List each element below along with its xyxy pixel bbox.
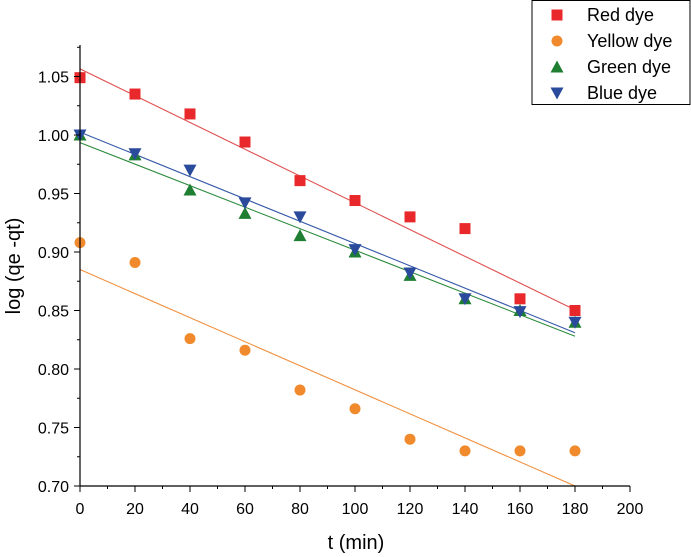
x-tick-label: 80: [291, 501, 309, 518]
y-tick-label: 0.80: [38, 362, 69, 379]
point-red-dye-2: [184, 108, 196, 120]
y-tick-label: 1.00: [38, 128, 69, 145]
fit-line-red-dye: [79, 68, 576, 311]
point-yellow-dye-8: [514, 445, 526, 457]
point-red-dye-4: [294, 175, 306, 187]
point-red-dye-6: [404, 211, 416, 223]
point-red-dye-1: [129, 88, 141, 100]
legend-marker-red-dye: [551, 9, 563, 21]
point-green-dye-3: [238, 206, 252, 219]
x-tick-label: 160: [507, 501, 534, 518]
point-blue-dye-7: [458, 293, 472, 306]
y-tick-label: 0.75: [38, 421, 69, 438]
point-yellow-dye-2: [184, 333, 196, 345]
point-green-dye-4: [293, 229, 307, 242]
point-red-dye-9: [569, 305, 581, 316]
y-tick-label: 0.95: [38, 187, 69, 204]
x-tick-label: 120: [397, 501, 424, 518]
point-blue-dye-8: [513, 306, 527, 319]
point-yellow-dye-1: [129, 257, 141, 269]
x-tick-label: 180: [562, 501, 589, 518]
legend-marker-green-dye: [550, 60, 564, 73]
y-tick-label: 0.90: [38, 245, 69, 262]
legend-label-yellow-dye: Yellow dye: [587, 31, 672, 51]
x-tick-label: 200: [617, 501, 644, 518]
point-blue-dye-5: [348, 244, 362, 257]
point-yellow-dye-4: [294, 384, 306, 396]
axes: [79, 45, 630, 487]
point-green-dye-2: [183, 183, 197, 196]
point-blue-dye-1: [128, 148, 142, 161]
point-yellow-dye-3: [239, 344, 251, 356]
point-yellow-dye-5: [349, 403, 361, 415]
y-tick-label: 1.05: [38, 70, 69, 87]
fit-lines: [79, 68, 576, 487]
fit-line-green-dye: [79, 142, 576, 337]
point-yellow-dye-6: [404, 433, 416, 445]
legend-marker-blue-dye: [550, 87, 564, 100]
x-tick-label: 20: [126, 501, 144, 518]
point-blue-dye-2: [183, 164, 197, 177]
point-red-dye-3: [239, 136, 251, 148]
x-tick-label: 0: [76, 501, 85, 518]
legend-label-red-dye: Red dye: [587, 5, 654, 25]
legend-marker-yellow-dye: [551, 35, 563, 47]
x-tick-label: 60: [236, 501, 254, 518]
point-yellow-dye-7: [459, 445, 471, 457]
y-tick-label: 0.70: [38, 479, 69, 496]
fit-line-yellow-dye: [79, 269, 576, 487]
point-yellow-dye-9: [569, 445, 581, 457]
ticks: 0 20 40 60 80 100 120 140 160 180 200 0.70 0.75 0.80 0…: [38, 46, 644, 518]
x-axis-title: t (min): [328, 532, 385, 554]
point-red-dye-5: [349, 195, 361, 207]
y-tick-label: 0.85: [38, 304, 69, 321]
point-red-dye-7: [459, 223, 471, 235]
point-blue-dye-3: [238, 197, 252, 210]
point-blue-dye-9: [568, 316, 582, 329]
legend: Red dye Yellow dye Green dye Blue dye: [531, 0, 691, 105]
x-tick-label: 140: [452, 501, 479, 518]
x-tick-label: 100: [342, 501, 369, 518]
point-red-dye-8: [514, 293, 526, 305]
point-blue-dye-6: [403, 267, 417, 280]
fit-line-blue-dye: [79, 131, 576, 334]
x-tick-label: 40: [181, 501, 199, 518]
point-blue-dye-4: [293, 211, 307, 224]
legend-label-blue-dye: Blue dye: [587, 83, 657, 103]
data-markers: [73, 72, 582, 457]
legend-label-green-dye: Green dye: [587, 57, 671, 77]
y-axis-title: log (qe -qt): [3, 218, 25, 315]
